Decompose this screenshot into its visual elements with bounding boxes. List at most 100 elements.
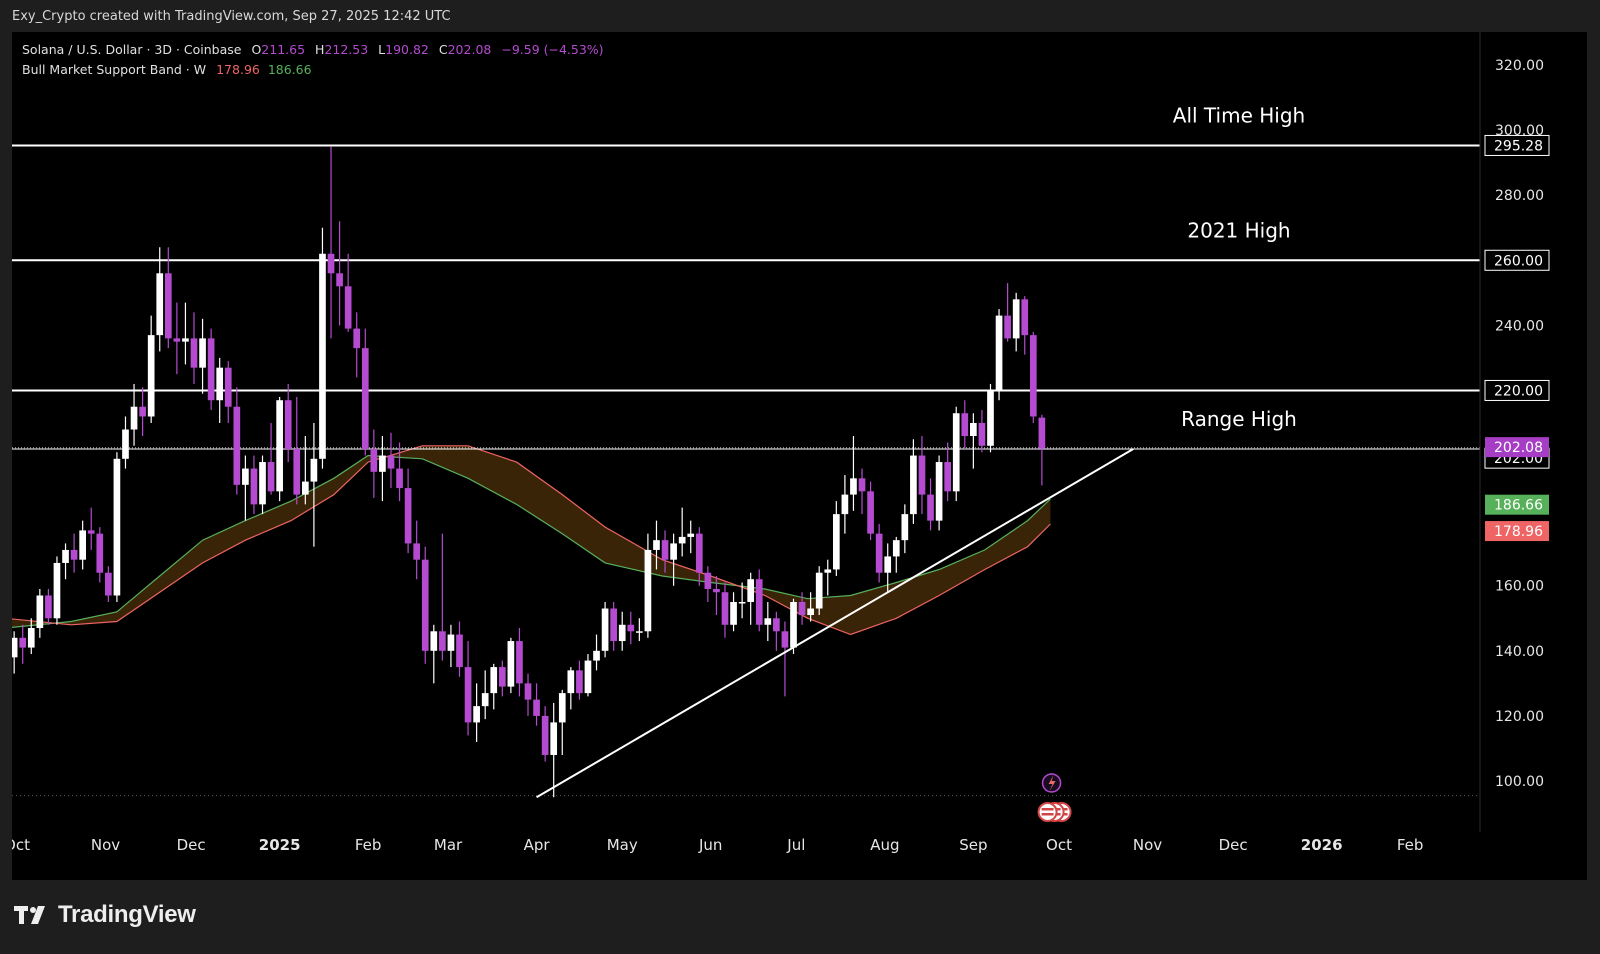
level-price-tag: 220.00 xyxy=(1484,379,1550,401)
level-label: 2021 High xyxy=(1187,218,1290,242)
x-tick-label: May xyxy=(607,836,638,854)
candle-body xyxy=(45,595,52,619)
candle-body xyxy=(421,559,429,651)
level-price-tag: 295.28 xyxy=(1484,134,1550,156)
candle-body xyxy=(593,650,600,661)
candle xyxy=(122,416,129,469)
candle xyxy=(952,406,960,502)
candle-body xyxy=(216,367,224,401)
price-tag-text: 186.66 xyxy=(1494,498,1543,514)
candle xyxy=(447,624,455,668)
candle xyxy=(875,523,883,583)
candle xyxy=(576,660,583,700)
x-tick-label: Feb xyxy=(1397,836,1424,854)
candle-body xyxy=(832,514,840,570)
candle-body xyxy=(661,540,669,560)
candle xyxy=(464,641,472,736)
candle xyxy=(927,478,934,531)
candle-body xyxy=(139,406,146,417)
candle-body xyxy=(439,631,446,651)
indicator-title: Bull Market Support Band · W xyxy=(22,62,207,77)
top-bar: Exy_Crypto created with TradingView.com,… xyxy=(0,0,1600,32)
candle-body xyxy=(344,286,352,329)
open-value: 211.65 xyxy=(261,42,306,57)
high-value: 212.53 xyxy=(324,42,369,57)
candle xyxy=(841,475,849,534)
candle-body xyxy=(944,462,952,492)
candle xyxy=(105,566,112,602)
candle-body xyxy=(815,572,823,609)
candle-body xyxy=(319,253,326,459)
candle-body xyxy=(567,670,575,694)
tradingview-logo-icon xyxy=(14,906,45,924)
candle xyxy=(87,507,95,550)
candle-body xyxy=(533,699,540,716)
candle xyxy=(798,592,806,625)
candle xyxy=(567,667,575,710)
candle xyxy=(935,455,943,531)
candle-body xyxy=(310,458,318,482)
band-high-value: 186.66 xyxy=(267,62,312,77)
candle xyxy=(53,556,61,625)
candle-body xyxy=(36,595,44,629)
candle xyxy=(550,702,558,798)
candle-body xyxy=(173,338,181,342)
candle xyxy=(12,631,18,674)
y-tick-label: 120.00 xyxy=(1495,709,1544,725)
candle xyxy=(730,592,737,632)
candle-body xyxy=(70,549,78,560)
x-tick-label: Aug xyxy=(870,836,899,854)
candle-body xyxy=(276,400,283,492)
x-tick-label: Dec xyxy=(177,836,206,854)
candle xyxy=(207,328,215,410)
x-tick-label: Feb xyxy=(355,836,382,854)
candle xyxy=(815,566,823,616)
candle-body xyxy=(387,455,395,469)
candle xyxy=(173,302,181,375)
price-tag-text: 260.00 xyxy=(1494,253,1543,269)
candle-body xyxy=(12,637,18,658)
candle-body xyxy=(687,533,695,537)
candle xyxy=(644,533,652,638)
candle xyxy=(156,247,164,352)
candle-body xyxy=(1029,335,1037,417)
candle xyxy=(413,520,421,580)
price-chart[interactable]: All Time High 2021 High Range High 100.00 12… xyxy=(12,32,1587,880)
author-credit: Exy_Crypto created with TradingView.com,… xyxy=(12,9,451,24)
candle-body xyxy=(147,335,155,417)
candle-body xyxy=(935,462,943,521)
x-tick-label: Nov xyxy=(91,836,120,854)
candle xyxy=(687,520,695,554)
candle xyxy=(678,507,686,557)
candle-body xyxy=(987,390,994,446)
candle xyxy=(276,396,283,502)
candle-body xyxy=(653,540,660,550)
candle xyxy=(473,683,480,742)
candle-body xyxy=(867,491,874,534)
candle xyxy=(327,146,335,339)
brand-logo[interactable]: TradingView xyxy=(14,901,196,929)
candle xyxy=(987,383,994,453)
candle xyxy=(250,455,258,515)
candle-body xyxy=(910,455,917,515)
support-band-slow-line xyxy=(12,454,1051,628)
candle-body xyxy=(892,540,900,557)
candle xyxy=(1004,283,1011,342)
candle-body xyxy=(841,494,849,515)
chart-area[interactable]: All Time High 2021 High Range High 100.00 12… xyxy=(12,32,1587,880)
candle xyxy=(781,621,789,697)
candle-body xyxy=(713,588,720,593)
candle-body xyxy=(781,631,789,648)
candle-body xyxy=(113,458,121,596)
candle xyxy=(284,383,292,463)
candle xyxy=(1021,296,1029,355)
candle xyxy=(301,436,309,505)
candle-body xyxy=(824,569,832,573)
candle xyxy=(216,357,224,423)
candle xyxy=(901,504,909,554)
price-tag-bg xyxy=(1484,379,1550,401)
candle xyxy=(832,501,840,576)
candle-body xyxy=(413,543,421,560)
candle-body xyxy=(798,602,806,616)
x-tick-label: Jun xyxy=(698,836,722,854)
